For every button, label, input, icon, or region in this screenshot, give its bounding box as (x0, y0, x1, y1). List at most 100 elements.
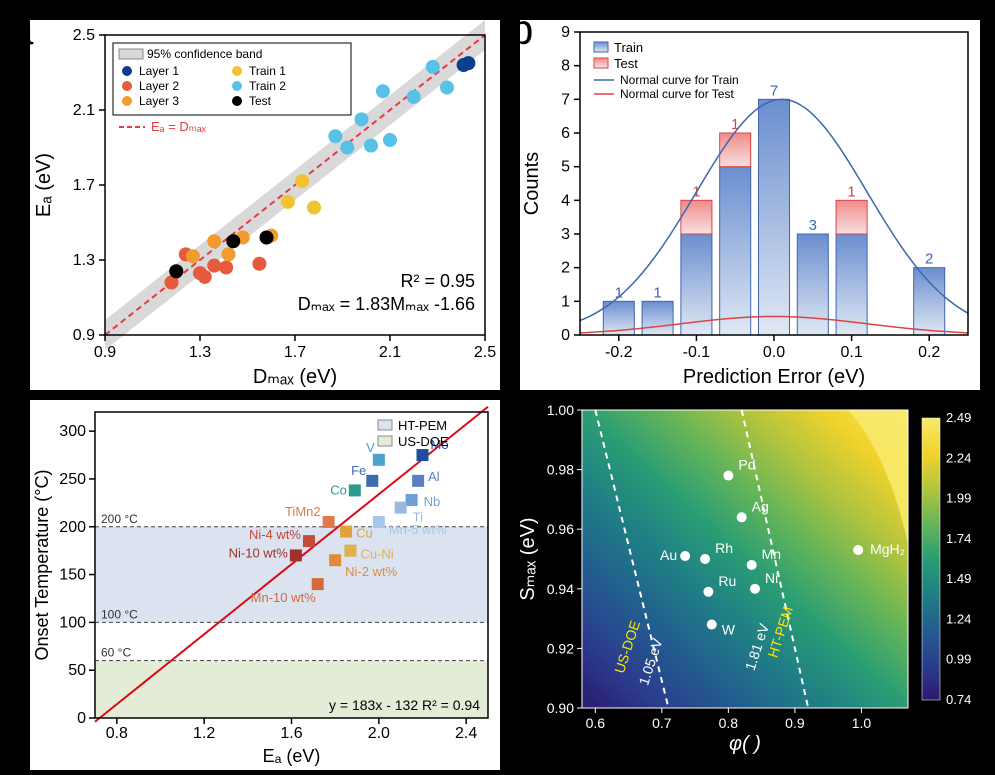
svg-text:300: 300 (59, 423, 86, 440)
svg-text:Mn: Mn (762, 546, 781, 562)
point-ti (395, 502, 407, 514)
point-layer-2 (207, 259, 221, 273)
point-cu-ni (344, 545, 356, 557)
svg-text:V: V (366, 440, 375, 455)
ylabel: Eₐ (eV) (33, 153, 55, 217)
svg-text:0.2: 0.2 (918, 344, 940, 361)
point-cu (340, 526, 352, 538)
svg-text:0.92: 0.92 (547, 640, 574, 656)
point-train-2 (407, 90, 421, 104)
point-train-2 (440, 81, 454, 95)
svg-text:1: 1 (847, 183, 855, 200)
chart-b: 11315173312-0.2-0.10.00.10.20123456789Pr… (520, 20, 980, 390)
svg-text:Train 2: Train 2 (249, 79, 286, 93)
svg-text:Eₐ = Dₘₐₓ: Eₐ = Dₘₐₓ (151, 119, 207, 134)
point-timn2 (323, 516, 335, 528)
svg-text:Ni-10 wt%: Ni-10 wt% (229, 545, 289, 560)
svg-text:Mn-10 wt%: Mn-10 wt% (251, 590, 316, 605)
svg-text:0.0: 0.0 (763, 344, 785, 361)
svg-text:MgH₂: MgH₂ (870, 541, 905, 557)
point-train-2 (376, 84, 390, 98)
test-bar (836, 200, 867, 234)
svg-text:Cu-Ni: Cu-Ni (360, 547, 393, 562)
fit-eq: Dₘₐₓ = 1.83Mₘₐₓ -1.66 (298, 294, 475, 314)
point-w (707, 620, 717, 630)
svg-text:-0.1: -0.1 (683, 344, 711, 361)
xlabel: Eₐ (eV) (263, 746, 321, 766)
svg-text:6: 6 (561, 125, 570, 142)
svg-text:Co: Co (330, 482, 347, 497)
svg-text:Al: Al (428, 469, 440, 484)
svg-text:3: 3 (809, 217, 817, 234)
svg-text:Au: Au (660, 547, 677, 563)
svg-text:0.8: 0.8 (106, 725, 128, 742)
svg-text:Test: Test (614, 56, 638, 71)
svg-text:Train 1: Train 1 (249, 64, 286, 78)
svg-text:250: 250 (59, 471, 86, 488)
svg-text:Ni: Ni (765, 570, 778, 586)
svg-text:5: 5 (561, 159, 570, 176)
svg-text:2.5: 2.5 (73, 27, 95, 44)
svg-text:1: 1 (561, 293, 570, 310)
ylabel: Counts (521, 152, 543, 215)
svg-text:0.96: 0.96 (547, 521, 574, 537)
svg-text:100 °C: 100 °C (101, 607, 138, 621)
svg-text:0.94: 0.94 (547, 581, 574, 597)
point-fe (366, 475, 378, 487)
point-layer-3 (207, 234, 221, 248)
svg-text:1.3: 1.3 (73, 252, 95, 269)
svg-text:200: 200 (59, 519, 86, 536)
svg-text:1.00: 1.00 (547, 402, 574, 418)
svg-text:0.9: 0.9 (785, 715, 805, 731)
svg-text:200 °C: 200 °C (101, 512, 138, 526)
point-mn-10-wt- (312, 578, 324, 590)
svg-text:TiMn2: TiMn2 (285, 504, 321, 519)
point-layer-2 (219, 261, 233, 275)
svg-text:Mn-5 wt%: Mn-5 wt% (389, 522, 447, 537)
svg-text:Test: Test (249, 94, 272, 108)
point-layer-3 (222, 247, 236, 261)
point-co (349, 484, 361, 496)
svg-text:Ag: Ag (752, 498, 769, 514)
svg-text:2.1: 2.1 (379, 344, 401, 361)
svg-text:0.9: 0.9 (94, 344, 116, 361)
train-bar (681, 234, 712, 335)
point-layer-2 (198, 270, 212, 284)
fit-text: y = 183x - 132 R² = 0.94 (329, 697, 480, 713)
svg-text:1: 1 (731, 116, 739, 133)
point-train-2 (355, 112, 369, 126)
svg-text:W: W (722, 622, 736, 638)
svg-text:0.8: 0.8 (719, 715, 739, 731)
svg-text:2.24: 2.24 (946, 450, 971, 465)
point-mgh- (853, 545, 863, 555)
xlabel: Prediction Error (eV) (683, 366, 865, 388)
point-test (226, 234, 240, 248)
svg-text:HT-PEM: HT-PEM (398, 418, 447, 433)
point-test (260, 231, 274, 245)
point-train-1 (295, 174, 309, 188)
panel-label-b: b (510, 6, 533, 54)
svg-text:Rh: Rh (715, 540, 733, 556)
train-bar (758, 99, 789, 335)
chart-d: US-DOE1.05 eVHT-PEM1.81 eVPdAgAuRhMnRuNi… (520, 400, 980, 758)
svg-text:9: 9 (561, 24, 570, 41)
point-mo (417, 449, 429, 461)
svg-text:0.7: 0.7 (652, 715, 672, 731)
point-layer-2 (252, 257, 266, 271)
point-train-2 (383, 133, 397, 147)
svg-text:3: 3 (561, 226, 570, 243)
point-ru (703, 587, 713, 597)
svg-text:0.74: 0.74 (946, 692, 971, 707)
svg-text:Nb: Nb (424, 494, 441, 509)
point-train-2 (426, 60, 440, 74)
svg-text:0: 0 (77, 710, 86, 727)
svg-text:2.1: 2.1 (73, 102, 95, 119)
train-bar (914, 268, 945, 335)
svg-text:2: 2 (925, 251, 933, 268)
test-bar (681, 200, 712, 234)
svg-text:50: 50 (68, 662, 86, 679)
point-mn-5-wt- (373, 516, 385, 528)
svg-text:2.5: 2.5 (474, 344, 496, 361)
point-ni-2-wt- (329, 554, 341, 566)
chart-a: 0.91.31.72.12.50.91.31.72.12.5Dₘₐₓ (eV)E… (30, 20, 500, 390)
